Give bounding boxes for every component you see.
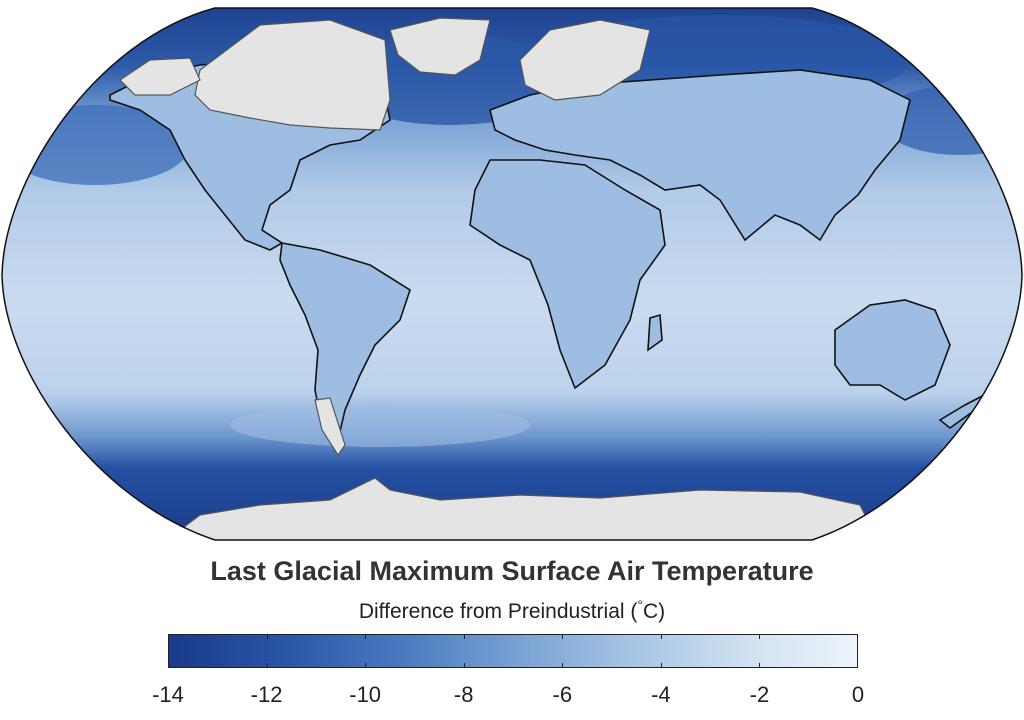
patagonian-ice xyxy=(314,397,346,457)
colorbar-tick-bottom xyxy=(266,663,268,668)
europe-asia xyxy=(489,69,911,242)
world-map xyxy=(1,7,1023,541)
south-atlantic-band xyxy=(230,403,530,447)
colorbar-tick-bottom xyxy=(562,663,564,668)
colorbar-tick-top xyxy=(463,634,465,639)
madagascar xyxy=(647,313,663,352)
colorbar-tick-label: -6 xyxy=(552,682,573,707)
colorbar: -14 -12 -10 -8 -6 -4 -2 0 xyxy=(152,634,864,707)
subtitle-unit: C) xyxy=(643,600,666,623)
antarctica xyxy=(158,477,881,540)
colorbar-tick-top xyxy=(857,634,858,639)
greenland-ice xyxy=(389,17,491,76)
colorbar-tick-bottom xyxy=(759,663,761,668)
south-america xyxy=(279,242,411,442)
continents xyxy=(109,59,991,442)
colorbar-tick-bottom xyxy=(660,663,662,668)
africa xyxy=(469,159,666,390)
colorbar-tick-label: -2 xyxy=(749,682,770,707)
colorbar-tick-top xyxy=(266,634,268,639)
fennoscandian-ice-sheet xyxy=(519,19,651,101)
colorbar-tick-top xyxy=(168,634,169,639)
colorbar-tick-bottom xyxy=(857,663,858,668)
colorbar-tick-label: -4 xyxy=(651,682,671,707)
colorbar-tick-label: -12 xyxy=(250,682,283,707)
globe-outline xyxy=(1,7,1023,541)
colorbar-tick-label: 0 xyxy=(851,682,865,707)
cordilleran-ice xyxy=(119,57,201,96)
laurentide-ice-sheet xyxy=(194,19,391,131)
ice-sheets xyxy=(119,17,881,540)
colorbar-gradient xyxy=(168,634,858,668)
colorbar-tick-bottom xyxy=(168,663,169,668)
colorbar-tick-top xyxy=(562,634,564,639)
colorbar-tick-label: -8 xyxy=(453,682,474,707)
subtitle-prefix: Difference from Preindustrial ( xyxy=(358,600,638,623)
colorbar-tick-top xyxy=(365,634,367,639)
colorbar-tick-label: -10 xyxy=(349,682,382,707)
map-title: Last Glacial Maximum Surface Air Tempera… xyxy=(210,556,814,586)
colorbar-tick-top xyxy=(660,634,662,639)
australia xyxy=(834,299,951,401)
colorbar-tick-bottom xyxy=(365,663,367,668)
colorbar-tick-bottom xyxy=(463,663,465,668)
colorbar-tick-top xyxy=(759,634,761,639)
colorbar-tick-label: -14 xyxy=(152,682,184,707)
map-subtitle: Difference from Preindustrial (°C) xyxy=(0,597,1024,624)
degree-symbol: ° xyxy=(637,597,643,613)
